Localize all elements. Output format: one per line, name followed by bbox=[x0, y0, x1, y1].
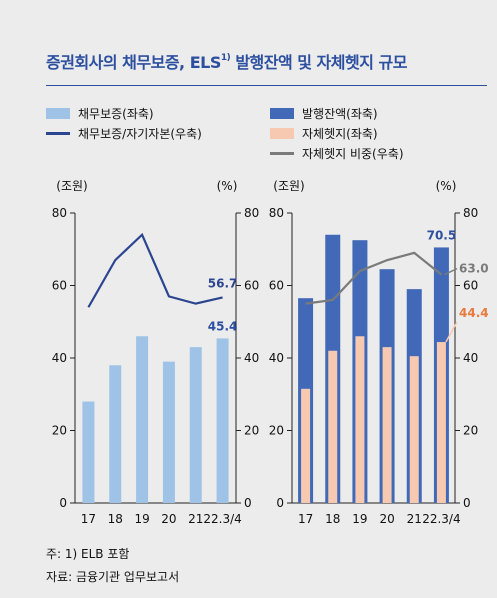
right-chart-right-tick-label: 0 bbox=[463, 496, 471, 510]
footnote: 주: 1) ELB 포함 bbox=[46, 547, 130, 561]
right-chart-left-tick-label: 0 bbox=[276, 496, 284, 510]
right-chart-category-label: 17 bbox=[298, 512, 313, 526]
right-chart-left-unit: (조원) bbox=[273, 179, 304, 193]
legend-swatch-self-hedge bbox=[270, 128, 294, 139]
debt-guarantee-bar bbox=[162, 361, 175, 503]
debt-guarantee-bar bbox=[189, 347, 202, 503]
right-chart-left-tick-label: 80 bbox=[269, 206, 284, 220]
left-chart-category-label: 18 bbox=[108, 512, 123, 526]
right-chart-category-label: 22.3/4 bbox=[422, 512, 460, 526]
debt-guarantee-bar bbox=[216, 338, 229, 503]
left-chart-left-tick-label: 60 bbox=[52, 279, 67, 293]
hedge-ratio-line bbox=[305, 251, 443, 305]
debt-guarantee-bar bbox=[109, 365, 122, 503]
left-chart-right-tick-label: 40 bbox=[244, 351, 259, 365]
left-chart-left-tick-label: 0 bbox=[59, 496, 67, 510]
legend-swatch-hedge-ratio bbox=[270, 152, 294, 155]
els-balance-data-label: 70.5 bbox=[427, 228, 457, 242]
left-chart-right-tick-label: 0 bbox=[244, 496, 252, 510]
right-chart-category-label: 20 bbox=[379, 512, 394, 526]
legend-item-hedge-ratio: 자체헷지 비중(우축) bbox=[270, 145, 404, 162]
left-chart-right-unit: (%) bbox=[217, 179, 238, 193]
debt-guarantee-data-label: 45.4 bbox=[208, 319, 238, 333]
self-hedge-data-label: 44.4 bbox=[459, 306, 489, 320]
self-hedge-bar bbox=[409, 356, 419, 503]
title-main: 증권회사의 채무보증, ELS bbox=[46, 53, 221, 72]
right-chart-right-unit: (%) bbox=[436, 179, 457, 193]
legend-label-debt-guarantee: 채무보증(좌축) bbox=[78, 107, 154, 121]
right-chart-right-tick-label: 40 bbox=[463, 351, 478, 365]
self-hedge-bar bbox=[436, 342, 446, 503]
self-hedge-bar bbox=[328, 350, 338, 503]
debt-guarantee-bar bbox=[82, 401, 95, 503]
title-footnote-mark: 1) bbox=[220, 52, 231, 63]
chart-title: 증권회사의 채무보증, ELS1) 발행잔액 및 자체헷지 규모 bbox=[46, 49, 407, 73]
legend-item-self-hedge: 자체헷지(좌축) bbox=[270, 125, 378, 142]
legend-item-debt-ratio: 채무보증/자기자본(우축) bbox=[46, 125, 202, 142]
debt-ratio-data-label: 56.7 bbox=[208, 276, 238, 290]
hedge-ratio-leader bbox=[444, 267, 458, 276]
hedge-ratio-data-label: 63.0 bbox=[459, 262, 489, 276]
debt-guarantee-bar bbox=[136, 336, 149, 503]
title-rule bbox=[46, 85, 487, 86]
left-chart-left-tick-label: 80 bbox=[52, 206, 67, 220]
legend-label-self-hedge: 자체헷지(좌축) bbox=[302, 127, 378, 141]
legend-swatch-els-balance bbox=[270, 108, 294, 119]
right-chart-category-label: 18 bbox=[325, 512, 340, 526]
left-chart-category-label: 20 bbox=[161, 512, 176, 526]
legend-label-hedge-ratio: 자체헷지 비중(우축) bbox=[302, 147, 404, 161]
right-chart-left-tick-label: 60 bbox=[269, 279, 284, 293]
self-hedge-bar bbox=[355, 336, 365, 503]
right-chart-right-tick-label: 60 bbox=[463, 279, 478, 293]
debt-ratio-line bbox=[87, 232, 223, 308]
right-chart-right-tick-label: 20 bbox=[463, 424, 478, 438]
left-chart-category-label: 22.3/4 bbox=[203, 512, 241, 526]
legend-item-els-balance: 발행잔액(좌축) bbox=[270, 105, 378, 122]
left-chart-right-tick-label: 60 bbox=[244, 279, 259, 293]
legend-label-els-balance: 발행잔액(좌축) bbox=[302, 107, 378, 121]
left-chart-right-tick-label: 20 bbox=[244, 424, 259, 438]
title-tail: 발행잔액 및 자체헷지 규모 bbox=[230, 53, 407, 72]
right-chart-left-tick-label: 40 bbox=[269, 351, 284, 365]
right-chart-category-label: 19 bbox=[352, 512, 367, 526]
right-chart-right-tick-label: 80 bbox=[463, 206, 478, 220]
legend-swatch-debt-ratio bbox=[46, 132, 70, 135]
left-chart-right-tick-label: 80 bbox=[244, 206, 259, 220]
source-note: 자료: 금융기관 업무보고서 bbox=[46, 570, 180, 584]
legend-label-debt-ratio: 채무보증/자기자본(우축) bbox=[78, 127, 202, 141]
self-hedge-bar bbox=[382, 347, 392, 503]
right-chart-left-tick-label: 20 bbox=[269, 424, 284, 438]
left-chart-left-tick-label: 20 bbox=[52, 424, 67, 438]
self-hedge-bar bbox=[301, 388, 311, 503]
left-chart-left-tick-label: 40 bbox=[52, 351, 67, 365]
self-hedge-leader bbox=[445, 321, 458, 343]
legend-item-debt-guarantee: 채무보증(좌축) bbox=[46, 105, 154, 122]
left-chart-category-label: 17 bbox=[81, 512, 96, 526]
left-chart-left-unit: (조원) bbox=[56, 179, 87, 193]
right-chart-category-label: 21 bbox=[407, 512, 422, 526]
left-chart-category-label: 19 bbox=[134, 512, 149, 526]
legend-swatch-debt-guarantee bbox=[46, 108, 70, 119]
left-chart-category-label: 21 bbox=[188, 512, 203, 526]
